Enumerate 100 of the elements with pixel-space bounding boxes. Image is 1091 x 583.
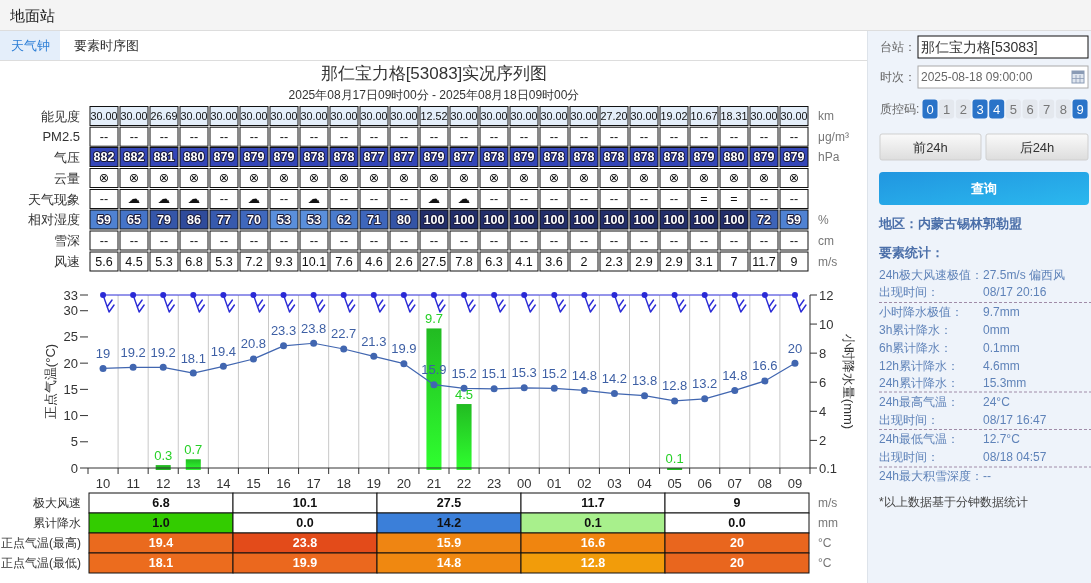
- text: 地区：内蒙古锡林郭勒盟: [878, 215, 1022, 231]
- x-tick-label: 19: [366, 475, 382, 491]
- data-label: 14.8: [722, 367, 748, 383]
- text: ⊗: [128, 171, 140, 185]
- data-label: 30.00: [330, 110, 358, 122]
- y-tick-label: 云量: [54, 170, 80, 186]
- text: 出现时间：: [879, 450, 939, 464]
- data-label: 19.9: [292, 556, 318, 570]
- y2-tick-label: 10: [819, 316, 834, 332]
- data-label: 879: [783, 150, 805, 164]
- data-label: 30.00: [450, 110, 478, 122]
- text: --: [579, 233, 589, 248]
- text: 08/17 16:47: [983, 413, 1047, 427]
- data-label: 30.00: [360, 110, 388, 122]
- x-tick-label: 02: [577, 475, 592, 491]
- button-group: 0 1 2 3 4 5 6 7 8 9: [922, 99, 1088, 119]
- y-axis-title: 正点气温(°C): [42, 343, 58, 420]
- text: --: [339, 233, 349, 248]
- data-label: 100: [423, 212, 445, 227]
- text: 6h累计降水：: [879, 341, 953, 355]
- data-label: 10.1: [292, 496, 318, 510]
- text: ☁: [427, 192, 441, 206]
- text: 12.7°C: [983, 432, 1021, 446]
- data-label: 878: [333, 150, 355, 164]
- text: --: [669, 233, 679, 248]
- tab: 要素时序图: [62, 31, 150, 60]
- data-label: 3.1: [695, 254, 713, 269]
- y-tick-label: 10: [63, 408, 78, 424]
- text: --: [519, 129, 529, 144]
- data-label: 877: [453, 150, 475, 164]
- y-tick-label: 雪深: [54, 233, 80, 248]
- data-label: 7.2: [245, 254, 263, 269]
- button: 查询: [879, 172, 1089, 205]
- text: ⊗: [278, 171, 290, 185]
- data-label: 19.2: [120, 344, 146, 360]
- y-tick-label: 5: [70, 434, 78, 450]
- data-label: 100: [513, 212, 535, 227]
- x-tick-label: 03: [607, 475, 622, 491]
- text: ⊗: [338, 171, 350, 185]
- text: --: [579, 192, 589, 206]
- text: --: [99, 233, 109, 248]
- x-tick-label: 09: [787, 475, 803, 491]
- text-field: 那仁宝力格[53083]: [917, 35, 1089, 59]
- x-tick-label: 11: [126, 475, 140, 491]
- data-label: 882: [123, 150, 145, 164]
- data-label: 27.20: [600, 110, 628, 122]
- data-label: 62: [337, 212, 351, 227]
- data-label: 15.9: [436, 536, 462, 550]
- text: ☁: [247, 192, 261, 206]
- data-label: 100: [453, 212, 475, 227]
- text: ⊗: [578, 171, 590, 185]
- text: --: [669, 129, 679, 144]
- text: --: [789, 233, 799, 248]
- x-tick-label: 23: [486, 475, 502, 491]
- text: --: [489, 192, 499, 206]
- text: ⊗: [158, 171, 170, 185]
- tab: 天气钟: [0, 31, 60, 60]
- text: --: [369, 233, 379, 248]
- data-label: 878: [303, 150, 325, 164]
- text: 12h累计降水：: [879, 359, 960, 373]
- data-label: 7.8: [455, 254, 473, 269]
- data-label: 79: [157, 212, 171, 227]
- data-label: 0.7: [184, 441, 203, 457]
- text: 24h累计降水：: [879, 376, 960, 390]
- data-label: 20: [730, 536, 744, 550]
- y2-tick-label: 2: [819, 432, 827, 448]
- text: ⊗: [548, 171, 560, 185]
- text: --: [639, 192, 649, 206]
- y-tick-label: 累计降水: [33, 516, 81, 530]
- text: --: [399, 233, 409, 248]
- data-label: 30.00: [510, 110, 538, 122]
- text: --: [429, 129, 439, 144]
- text: --: [99, 192, 109, 206]
- text: ⊗: [398, 171, 410, 185]
- chart-subtitle: 2025年08月17日09时00分 - 2025年08月18日09时00分: [288, 88, 580, 102]
- data-label: 13.8: [631, 373, 658, 389]
- text: 08/18 04:57: [983, 450, 1047, 464]
- text: --: [369, 129, 379, 144]
- x-tick-label: 12: [155, 475, 171, 491]
- data-label: 65: [127, 212, 141, 227]
- y-tick-label: 天气现象: [28, 191, 80, 207]
- y-tick-label: 正点气温(最高): [1, 536, 81, 550]
- text: ☁: [187, 192, 201, 206]
- text: 24°C: [983, 395, 1011, 409]
- y-tick-label: 气压: [54, 149, 80, 165]
- x-tick-label: 08: [757, 475, 773, 491]
- data-label: 23.8: [300, 320, 327, 336]
- y2-axis-title: 小时降水量(mm): [840, 333, 856, 430]
- text: --: [279, 129, 289, 144]
- data-label: 881: [153, 150, 175, 164]
- x-tick-label: 05: [667, 475, 682, 491]
- data-label: 30.00: [180, 110, 208, 122]
- data-label: 30.00: [540, 110, 568, 122]
- text: --: [219, 192, 229, 206]
- x-tick-label: 01: [547, 475, 562, 491]
- text: --: [99, 129, 109, 144]
- text: ⊗: [518, 171, 530, 185]
- data-label: 30.00: [210, 110, 238, 122]
- text: --: [309, 233, 319, 248]
- data-label: 19: [95, 345, 111, 361]
